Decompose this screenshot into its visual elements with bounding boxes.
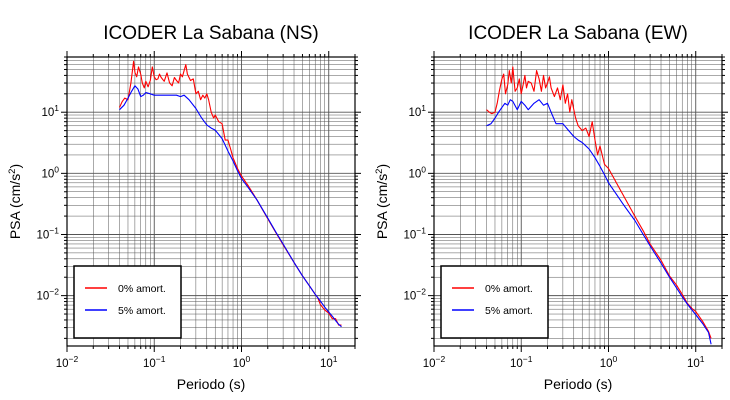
chart-title: ICODER La Sabana (NS) bbox=[103, 23, 318, 44]
x-axis-label: Periodo (s) bbox=[177, 376, 245, 392]
x-tick-label: 100 bbox=[233, 354, 251, 370]
x-tick-label: 101 bbox=[320, 354, 338, 370]
y-tick-label: 100 bbox=[408, 164, 426, 180]
axes-frame bbox=[428, 51, 728, 352]
series-line-5pct-damping bbox=[486, 99, 712, 345]
legend: 0% amort. 5% amort. bbox=[73, 265, 182, 339]
series-group bbox=[486, 66, 712, 345]
legend-label: 0% amort. bbox=[485, 283, 533, 295]
x-tick-label: 10−1 bbox=[143, 354, 166, 370]
x-tick-label: 10−1 bbox=[510, 354, 533, 370]
legend-label: 0% amort. bbox=[118, 283, 166, 295]
legend-box bbox=[73, 265, 182, 339]
y-tick-label: 101 bbox=[408, 103, 426, 119]
y-tick-label: 100 bbox=[41, 164, 59, 180]
series-line-5pct-damping bbox=[119, 85, 342, 328]
legend-label: 5% amort. bbox=[118, 305, 166, 317]
x-tick-label: 101 bbox=[687, 354, 705, 370]
plot-frame bbox=[433, 56, 723, 347]
x-tick-label: 10−2 bbox=[56, 354, 79, 370]
x-axis-label: Periodo (s) bbox=[544, 376, 612, 392]
y-axis-label: PSA (cm/s2) bbox=[374, 164, 390, 239]
y-tick-label: 101 bbox=[41, 103, 59, 119]
y-axis-label: PSA (cm/s2) bbox=[7, 164, 23, 239]
chart-title: ICODER La Sabana (EW) bbox=[468, 23, 688, 44]
plot-frame bbox=[66, 56, 356, 347]
axes-frame bbox=[61, 51, 361, 352]
legend: 0% amort. 5% amort. bbox=[440, 265, 549, 339]
y-tick-label: 10−1 bbox=[404, 225, 427, 241]
legend-label: 5% amort. bbox=[485, 305, 533, 317]
y-tick-label: 10−1 bbox=[37, 225, 60, 241]
series-line-0pct-damping bbox=[486, 66, 712, 339]
y-tick-label: 10−2 bbox=[404, 287, 427, 303]
legend-box bbox=[440, 265, 549, 339]
y-tick-label: 10−2 bbox=[37, 287, 60, 303]
x-tick-label: 100 bbox=[600, 354, 618, 370]
ew-spectrum-panel: 10−2 10−1 100 101 10−2 10−1 100 101 ICODER La Sa… bbox=[374, 23, 728, 392]
x-tick-label: 10−2 bbox=[423, 354, 446, 370]
ns-spectrum-panel: 10−2 10−1 100 101 10−2 10−1 100 101 ICODER La Sa… bbox=[7, 23, 361, 392]
series-group bbox=[119, 60, 342, 328]
